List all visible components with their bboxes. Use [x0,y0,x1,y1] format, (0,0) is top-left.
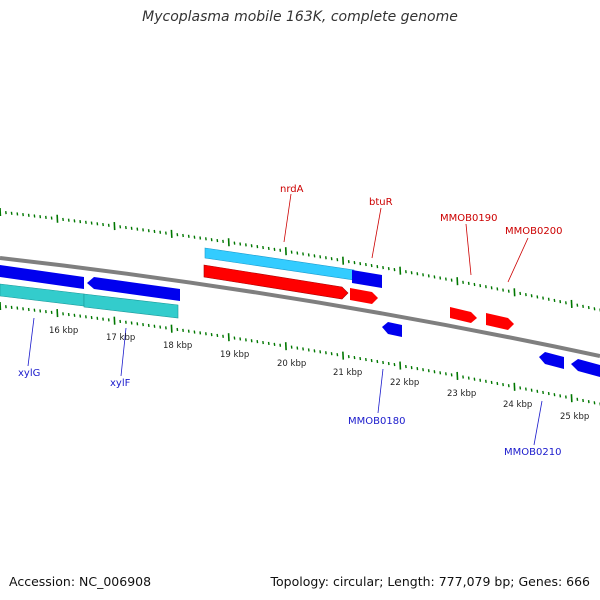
label-MMOB0190: MMOB0190 [440,213,497,224]
label-btuR: btuR [369,197,393,208]
label-MMOB0180: MMOB0180 [348,416,405,427]
outer-tick-track [0,207,600,312]
leader-MMOB0190 [465,223,472,276]
tick-label-19kbp: 19 kbp [220,350,249,360]
tick-label-22kbp: 22 kbp [390,378,419,388]
tick-label-18kbp: 18 kbp [163,341,192,351]
gene-MMOB0210[interactable] [539,352,564,369]
tick-label-21kbp: 21 kbp [333,368,362,378]
leader-xylF [120,327,127,377]
gene-MMOB0180[interactable] [382,322,402,337]
gene-btuR[interactable] [350,288,378,304]
leader-btuR [371,207,382,259]
inner-tick-track [0,301,600,406]
gene-xylG[interactable] [0,265,84,289]
map-title: Mycoplasma mobile 163K, complete genome [142,9,458,25]
gene-nrdA[interactable] [203,264,349,300]
gene-MMOB0200[interactable] [486,313,514,330]
gene-MMOB0190[interactable] [450,307,477,323]
accession-text: Accession: NC_006908 [9,574,152,589]
label-MMOB0200: MMOB0200 [505,226,562,237]
leader-xylG [27,317,35,367]
tick-label-20kbp: 20 kbp [277,359,306,369]
feature-band-xylG[interactable] [0,283,85,307]
gene-reverse-partial[interactable] [571,359,600,377]
feature-band-xylF[interactable] [83,293,179,319]
leader-MMOB0200 [507,237,529,283]
genome-backbone [0,256,600,358]
gene-xylF-arrow[interactable] [87,277,180,301]
leader-MMOB0180 [377,368,384,414]
feature-band-btuR[interactable] [352,270,382,288]
leader-MMOB0210 [533,400,543,446]
label-nrdA: nrdA [280,184,304,195]
tick-label-23kbp: 23 kbp [447,389,476,399]
leader-nrdA [283,193,292,243]
topology-summary: Topology: circular; Length: 777,079 bp; … [270,574,591,589]
label-MMOB0210: MMOB0210 [504,447,561,458]
tick-label-17kbp: 17 kbp [106,333,135,343]
tick-label-24kbp: 24 kbp [503,400,532,410]
label-xylF: xylF [110,378,131,389]
tick-label-25kbp: 25 kbp [560,412,589,422]
label-xylG: xylG [18,368,40,379]
tick-label-16kbp: 16 kbp [49,326,78,336]
